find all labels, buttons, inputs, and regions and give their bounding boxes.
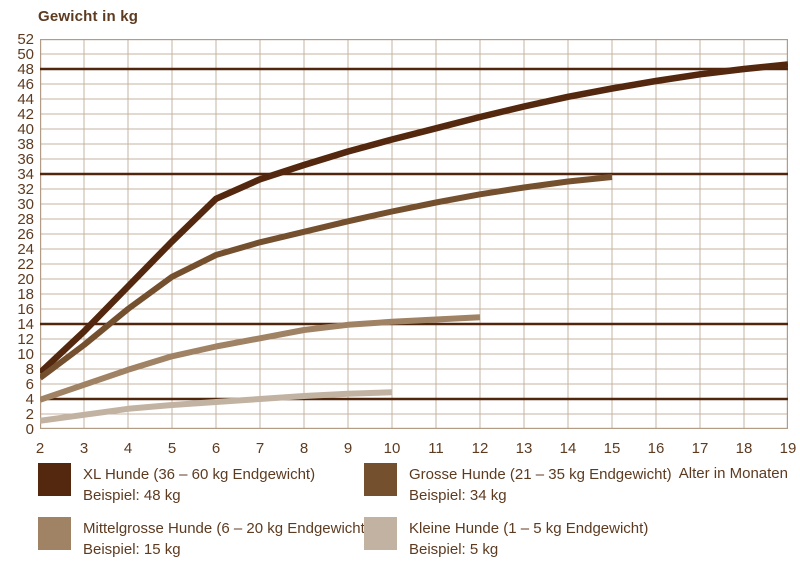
- y-tick-46: 46: [17, 76, 34, 93]
- legend-text-mittelgrosse: Mittelgrosse Hunde (6 – 20 kg Endgewicht…: [83, 517, 370, 560]
- y-tick-28: 28: [17, 211, 34, 228]
- x-tick-11: 11: [428, 440, 444, 457]
- y-tick-52: 52: [17, 31, 34, 48]
- legend-item-kleine: Kleine Hunde (1 – 5 kg Endgewicht) Beisp…: [364, 517, 648, 560]
- x-tick-18: 18: [735, 440, 753, 457]
- x-tick-12: 12: [471, 440, 489, 457]
- legend-swatch-kleine: [364, 517, 397, 550]
- legend-item-xl: XL Hunde (36 – 60 kg Endgewicht) Beispie…: [38, 463, 315, 506]
- x-tick-3: 3: [79, 440, 89, 457]
- y-tick-0: 0: [25, 421, 34, 438]
- legend-swatch-grosse: [364, 463, 397, 496]
- x-tick-4: 4: [123, 440, 133, 457]
- y-tick-14: 14: [17, 316, 34, 333]
- y-tick-10: 10: [17, 346, 34, 363]
- x-tick-7: 7: [255, 440, 265, 457]
- y-tick-30: 30: [17, 196, 34, 213]
- x-axis-title: Alter in Monaten: [678, 465, 788, 482]
- y-tick-18: 18: [17, 286, 34, 303]
- plot-area: [40, 39, 788, 429]
- y-tick-4: 4: [25, 391, 34, 408]
- legend-example: Beispiel: 5 kg: [409, 541, 499, 558]
- x-tick-2: 2: [35, 440, 45, 457]
- x-tick-15: 15: [603, 440, 621, 457]
- legend-label: Grosse Hunde (21 – 35 kg Endgewicht): [409, 466, 672, 483]
- legend-swatch-mittelgrosse: [38, 517, 71, 550]
- x-tick-19: 19: [779, 440, 797, 457]
- legend-label: Mittelgrosse Hunde (6 – 20 kg Endgewicht…: [83, 520, 370, 537]
- y-tick-40: 40: [17, 121, 34, 138]
- y-tick-20: 20: [17, 271, 34, 288]
- y-tick-44: 44: [17, 91, 34, 108]
- plot-border: [40, 39, 788, 429]
- growth-chart-svg: [40, 39, 788, 429]
- x-tick-6: 6: [211, 440, 221, 457]
- legend-example: Beispiel: 34 kg: [409, 487, 507, 504]
- y-tick-6: 6: [25, 376, 34, 393]
- x-tick-14: 14: [559, 440, 577, 457]
- y-tick-42: 42: [17, 106, 34, 123]
- y-tick-34: 34: [17, 166, 34, 183]
- y-tick-8: 8: [25, 361, 34, 378]
- x-tick-5: 5: [167, 440, 177, 457]
- y-tick-36: 36: [17, 151, 34, 168]
- y-tick-12: 12: [17, 331, 34, 348]
- y-tick-24: 24: [17, 241, 34, 258]
- x-tick-8: 8: [299, 440, 309, 457]
- growth-curve-2: [40, 314, 481, 403]
- y-axis-title: Gewicht in kg: [38, 8, 139, 25]
- legend-text-xl: XL Hunde (36 – 60 kg Endgewicht) Beispie…: [83, 463, 315, 506]
- legend-example: Beispiel: 15 kg: [83, 541, 181, 558]
- growth-curve-1: [40, 174, 613, 381]
- y-tick-22: 22: [17, 256, 34, 273]
- legend-label: XL Hunde (36 – 60 kg Endgewicht): [83, 466, 316, 483]
- y-tick-2: 2: [25, 406, 34, 423]
- legend-label: Kleine Hunde (1 – 5 kg Endgewicht): [409, 520, 649, 537]
- y-tick-38: 38: [17, 136, 34, 153]
- growth-curve-3: [40, 389, 393, 424]
- y-tick-16: 16: [17, 301, 34, 318]
- y-tick-50: 50: [17, 46, 34, 63]
- legend-text-grosse: Grosse Hunde (21 – 35 kg Endgewicht) Bei…: [409, 463, 672, 506]
- x-tick-13: 13: [515, 440, 533, 457]
- legend-item-mittelgrosse: Mittelgrosse Hunde (6 – 20 kg Endgewicht…: [38, 517, 370, 560]
- x-tick-9: 9: [343, 440, 353, 457]
- y-tick-26: 26: [17, 226, 34, 243]
- legend-swatch-xl: [38, 463, 71, 496]
- x-tick-17: 17: [691, 440, 709, 457]
- legend-item-grosse: Grosse Hunde (21 – 35 kg Endgewicht) Bei…: [364, 463, 672, 506]
- x-tick-10: 10: [383, 440, 401, 457]
- legend-example: Beispiel: 48 kg: [83, 487, 181, 504]
- y-tick-32: 32: [17, 181, 34, 198]
- growth-curve-0: [40, 61, 788, 376]
- x-tick-16: 16: [647, 440, 665, 457]
- y-tick-48: 48: [17, 61, 34, 78]
- legend-text-kleine: Kleine Hunde (1 – 5 kg Endgewicht) Beisp…: [409, 517, 648, 560]
